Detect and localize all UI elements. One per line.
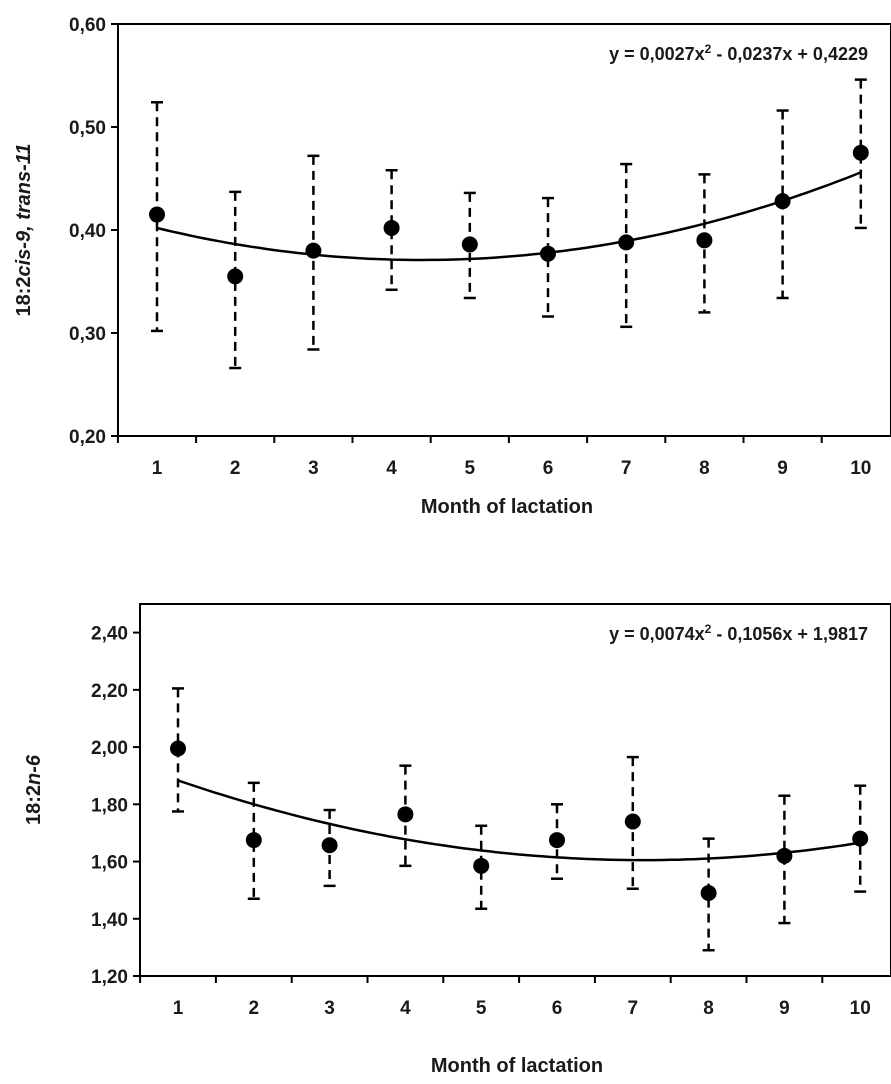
y-tick-label: 0,20 (69, 427, 106, 448)
x-axis-title: Month of lactation (431, 1055, 603, 1077)
y-tick-label: 1,80 (91, 795, 128, 816)
x-tick-label: 6 (552, 998, 563, 1019)
data-point (774, 193, 791, 210)
x-tick-label: 2 (249, 998, 260, 1019)
chart-top: y = 0,0027x2 - 0,0237x + 0,4229 Month of… (13, 15, 891, 518)
x-tick-label: 3 (324, 998, 335, 1019)
plot-frame (139, 603, 891, 977)
data-point (776, 847, 793, 864)
trendline-equation: y = 0,0074x2 - 0,1056x + 1,9817 (609, 622, 868, 644)
x-tick-label: 4 (400, 998, 411, 1019)
y-tick-label: 0,30 (69, 324, 106, 345)
x-tick-label: 2 (230, 458, 241, 479)
x-tick-label: 4 (386, 458, 397, 479)
data-point (305, 242, 322, 259)
x-tick-label: 10 (850, 458, 871, 479)
y-tick-label: 0,60 (69, 15, 106, 36)
x-tick-label: 5 (465, 458, 476, 479)
chart-top-marks: 0,20 0,30 0,40 0,50 0,60 1 2 3 4 5 6 7 8 9 10 (69, 15, 871, 479)
x-tick-label: 8 (699, 458, 710, 479)
x-tick-label: 3 (308, 458, 319, 479)
x-tick-label: 1 (152, 458, 163, 479)
x-tick-label: 10 (850, 998, 871, 1019)
trendline-equation: y = 0,0027x2 - 0,0237x + 0,4229 (609, 42, 868, 64)
data-point (473, 857, 490, 874)
y-axis-title: 18:2cis-9, trans-11 (13, 143, 35, 316)
data-point (227, 268, 244, 285)
x-tick-label: 9 (779, 998, 790, 1019)
trendline (156, 171, 862, 262)
trendline (177, 779, 861, 862)
data-point (170, 740, 186, 757)
data-point (696, 232, 713, 249)
y-tick-label: 1,20 (91, 967, 128, 988)
y-tick-label: 0,40 (69, 221, 106, 242)
x-tick-label: 1 (173, 998, 184, 1019)
x-tick-label: 7 (628, 998, 639, 1019)
chart-bottom-marks: 1,20 1,40 1,60 1,80 2,00 2,20 2,40 1 2 3 4 5 6 7 8 9 10 (91, 624, 871, 1019)
y-tick-label: 2,40 (91, 624, 128, 645)
data-point (549, 832, 565, 849)
x-tick-label: 8 (703, 998, 714, 1019)
x-tick-label: 6 (543, 458, 554, 479)
x-tick-label: 7 (621, 458, 632, 479)
data-point (700, 885, 717, 902)
data-point (245, 832, 262, 849)
y-tick-label: 1,40 (91, 910, 128, 931)
y-tick-label: 2,00 (91, 738, 128, 759)
x-tick-label: 9 (777, 458, 788, 479)
data-point (149, 206, 165, 223)
y-tick-label: 2,20 (91, 681, 128, 702)
data-point (618, 234, 635, 251)
data-point (540, 245, 556, 262)
y-tick-label: 1,60 (91, 853, 128, 874)
data-point (852, 830, 869, 847)
chart-bottom: y = 0,0074x2 - 0,1056x + 1,9817 Month of… (23, 603, 891, 1077)
x-axis-title: Month of lactation (421, 496, 593, 518)
data-point (624, 813, 641, 830)
x-tick-label: 5 (476, 998, 487, 1019)
data-point (383, 219, 400, 236)
y-tick-label: 0,50 (69, 118, 106, 139)
data-point (852, 144, 869, 161)
y-axis-title: 18:2n-6 (23, 754, 45, 825)
data-point (461, 236, 478, 253)
data-point (397, 806, 414, 823)
data-point (321, 837, 338, 854)
